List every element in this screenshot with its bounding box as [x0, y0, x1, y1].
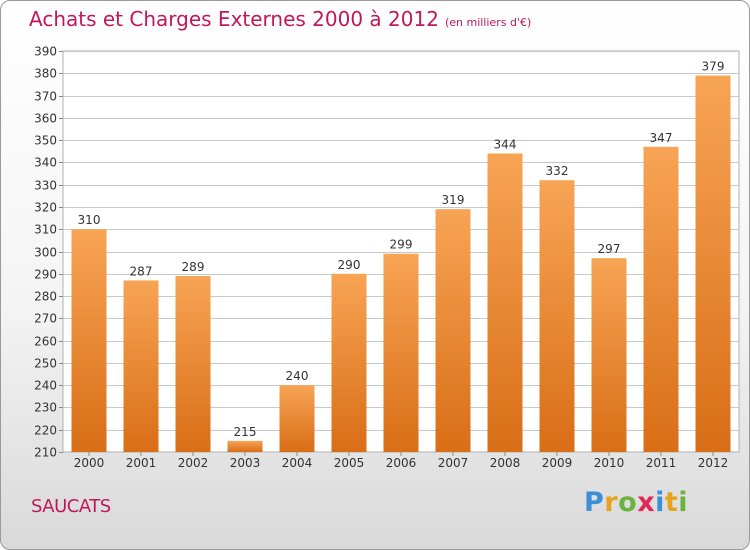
bar-value-label: 347 [650, 131, 673, 145]
logo-letter: i [655, 487, 665, 518]
logo-letter: r [604, 487, 619, 518]
y-tick-label: 340 [34, 156, 57, 170]
bar [383, 253, 419, 452]
bar-value-label: 344 [494, 137, 517, 151]
bar-value-label: 319 [442, 193, 465, 207]
bar-value-label: 310 [78, 213, 101, 227]
title-text: Achats et Charges Externes 2000 à 2012 [29, 7, 439, 31]
bar-value-label: 297 [598, 242, 621, 256]
y-tick-label: 320 [34, 201, 57, 215]
bars: 310 287 289 215 240 290 299 319 344 332 297 347 379 [71, 60, 731, 453]
bar [279, 385, 315, 452]
bar-value-label: 240 [286, 369, 309, 383]
logo-letter: x [637, 487, 656, 518]
x-tick-label: 2000 [74, 456, 105, 470]
x-tick-label: 2009 [542, 456, 573, 470]
y-axis: 210 220 230 240 250 260 270 280 290 300 310 320 330 3… [34, 45, 63, 460]
x-tick-label: 2007 [438, 456, 469, 470]
bar [487, 153, 523, 452]
bar [175, 276, 211, 452]
chart-subtitle: (en milliers d'€) [444, 16, 532, 29]
bar [695, 75, 731, 452]
bar [227, 440, 263, 452]
x-axis: 2000 2001 2002 2003 2004 2005 2006 2007 2008 2009… [74, 452, 729, 470]
bar-value-label: 379 [702, 60, 725, 74]
y-tick-label: 220 [34, 424, 57, 438]
y-tick-label: 210 [34, 446, 57, 460]
bar-value-label: 289 [182, 260, 205, 274]
x-tick-label: 2012 [698, 456, 729, 470]
y-tick-label: 270 [34, 312, 57, 326]
chart-title: Achats et Charges Externes 2000 à 2012 (e… [29, 7, 531, 31]
x-tick-label: 2004 [282, 456, 313, 470]
y-tick-label: 310 [34, 223, 57, 237]
bar-value-label: 215 [234, 425, 257, 439]
y-tick-label: 300 [34, 246, 57, 260]
bar [643, 146, 679, 453]
y-tick-label: 390 [34, 45, 57, 59]
y-tick-label: 280 [34, 290, 57, 304]
x-tick-label: 2003 [230, 456, 261, 470]
x-tick-label: 2005 [334, 456, 365, 470]
bar-value-label: 299 [390, 238, 413, 252]
y-tick-label: 370 [34, 90, 57, 104]
x-tick-label: 2010 [594, 456, 625, 470]
y-tick-label: 330 [34, 179, 57, 193]
bar [591, 258, 627, 452]
y-tick-label: 380 [34, 67, 57, 81]
commune-name: SAUCATS [31, 496, 111, 517]
x-tick-label: 2006 [386, 456, 417, 470]
y-tick-label: 260 [34, 335, 57, 349]
x-tick-label: 2001 [126, 456, 157, 470]
bar [435, 209, 471, 452]
x-tick-label: 2002 [178, 456, 209, 470]
bar-value-label: 287 [130, 264, 153, 278]
x-tick-label: 2008 [490, 456, 521, 470]
y-tick-label: 240 [34, 379, 57, 393]
bar [123, 280, 159, 452]
y-tick-label: 350 [34, 134, 57, 148]
logo-letter: P [584, 487, 605, 518]
logo-letter: o [618, 487, 638, 518]
bar-value-label: 290 [338, 258, 361, 272]
y-tick-label: 290 [34, 268, 57, 282]
bar [331, 273, 367, 452]
bar [539, 180, 575, 452]
y-tick-label: 230 [34, 401, 57, 415]
y-tick-label: 360 [34, 112, 57, 126]
y-tick-label: 250 [34, 357, 57, 371]
bar-value-label: 332 [546, 164, 569, 178]
logo-letter: t [664, 487, 679, 518]
proxiti-logo[interactable]: Proxiti [584, 487, 688, 518]
bar [71, 229, 107, 452]
x-tick-label: 2011 [646, 456, 677, 470]
logo-letter: i [678, 487, 689, 518]
